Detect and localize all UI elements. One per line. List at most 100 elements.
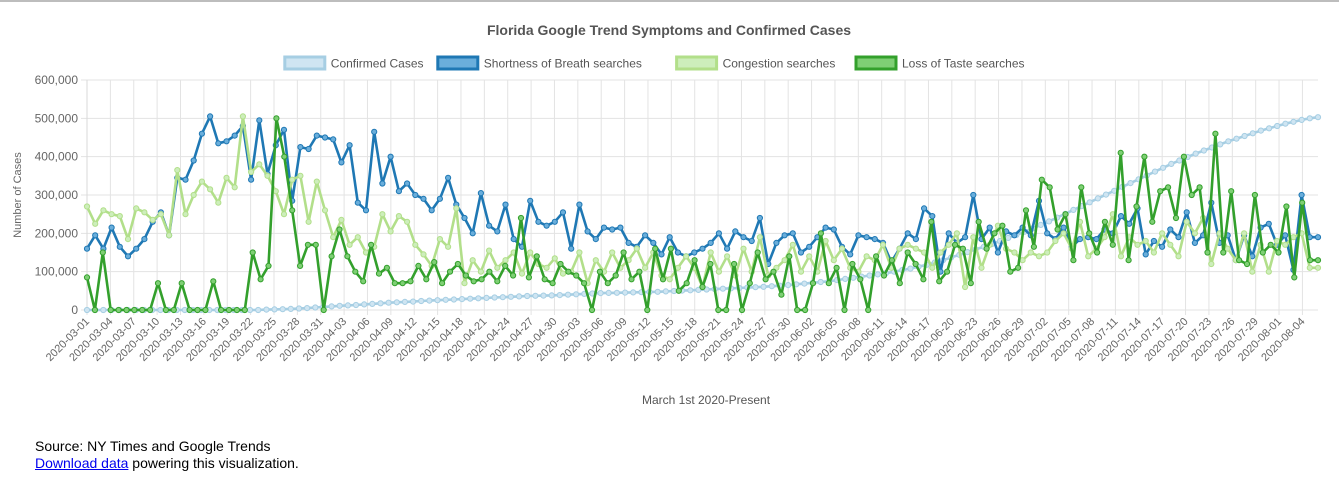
data-point [445, 174, 452, 181]
data-point [896, 245, 903, 252]
legend-item[interactable]: Loss of Taste searches [854, 55, 1025, 71]
data-point [559, 209, 567, 216]
data-point [1298, 191, 1305, 199]
data-point [393, 299, 400, 306]
data-point [600, 224, 608, 231]
data-point [215, 199, 222, 206]
data-point [937, 249, 944, 256]
data-point [248, 168, 255, 176]
data-point [1249, 130, 1256, 137]
data-point [999, 222, 1006, 229]
data-point [494, 264, 501, 271]
data-point [541, 276, 548, 283]
data-point [604, 280, 611, 287]
data-point [1094, 249, 1101, 256]
data-point [863, 234, 870, 241]
data-point [280, 211, 288, 218]
data-point [1117, 213, 1125, 220]
data-point [789, 230, 796, 237]
data-point [352, 301, 360, 309]
data-point [1192, 150, 1199, 157]
data-point [174, 167, 181, 174]
data-point [256, 117, 263, 124]
data-point [945, 241, 952, 248]
data-point [1314, 264, 1322, 271]
data-point [659, 276, 667, 283]
legend-item[interactable]: Confirmed Cases [283, 55, 424, 71]
data-point [896, 280, 903, 287]
data-point [1060, 230, 1067, 237]
data-point [469, 230, 476, 237]
data-point [699, 245, 706, 252]
data-point [491, 294, 498, 301]
data-point [535, 218, 542, 225]
data-point [453, 205, 460, 212]
legend-swatch [283, 55, 327, 71]
data-point [888, 257, 896, 264]
data-point [524, 292, 531, 300]
data-point [628, 276, 635, 283]
data-point [1011, 249, 1018, 256]
data-point [527, 249, 534, 256]
data-point [658, 251, 665, 258]
data-point [756, 214, 764, 222]
data-point [568, 245, 575, 252]
data-point [246, 306, 254, 314]
data-point [273, 115, 280, 122]
legend-item[interactable]: Shortness of Breath searches [436, 55, 642, 71]
data-point [297, 172, 304, 179]
data-point [630, 289, 637, 296]
data-point [154, 280, 162, 287]
data-point [1257, 127, 1265, 134]
data-point [83, 306, 91, 314]
data-point [540, 292, 547, 299]
data-point [133, 245, 140, 252]
data-point [1078, 184, 1085, 191]
data-point [644, 306, 651, 314]
data-point [304, 241, 311, 248]
source-note: Source: NY Times and Google Trends [35, 438, 271, 454]
data-point [1007, 268, 1014, 275]
data-point [1183, 218, 1190, 225]
data-point [344, 302, 351, 309]
data-point [486, 222, 493, 229]
data-point [401, 298, 408, 305]
data-point [1052, 237, 1059, 245]
legend-swatch [436, 55, 480, 71]
data-point [1249, 268, 1256, 275]
data-point [445, 243, 452, 250]
data-point [194, 306, 201, 314]
data-point [833, 264, 840, 271]
data-point [691, 249, 698, 256]
data-point [609, 226, 616, 233]
data-point [442, 296, 449, 303]
data-point [1241, 230, 1248, 237]
data-point [1035, 253, 1043, 260]
download-data-link[interactable]: Download data [35, 455, 129, 471]
data-point [597, 290, 604, 297]
data-point [683, 280, 690, 287]
data-point [1274, 122, 1281, 130]
data-point [516, 293, 523, 300]
data-point [1225, 138, 1232, 145]
top-border [0, 0, 1339, 2]
data-point [202, 306, 209, 314]
data-point [328, 303, 335, 310]
data-point [462, 272, 469, 279]
legend-label: Confirmed Cases [331, 57, 424, 71]
data-point [1299, 199, 1306, 206]
data-point [475, 295, 482, 302]
legend-item[interactable]: Congestion searches [675, 55, 836, 71]
data-point [477, 190, 484, 197]
data-point [330, 136, 337, 143]
data-point [928, 218, 935, 225]
data-point [687, 287, 694, 294]
data-point [789, 241, 796, 248]
data-point [391, 280, 398, 287]
data-point [802, 306, 809, 314]
series-group [83, 113, 1322, 314]
data-point [377, 300, 384, 307]
data-point [518, 270, 526, 277]
data-point [865, 306, 872, 314]
data-point [91, 306, 99, 314]
